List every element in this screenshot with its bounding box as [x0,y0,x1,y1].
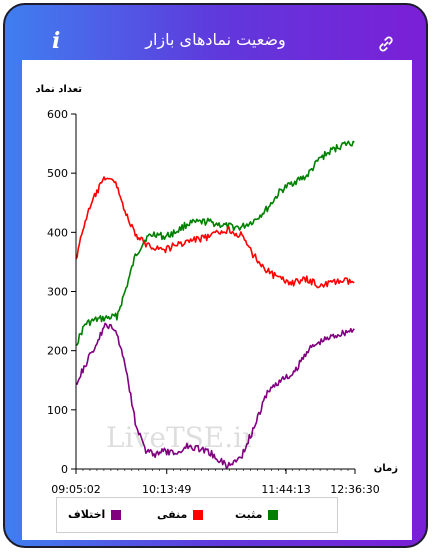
legend-item-difference[interactable]: اختلاف [68,508,122,522]
legend-label-difference: اختلاف [68,508,106,521]
legend-item-positive[interactable]: مثبت [235,508,279,522]
x-tick-label: 12:36:30 [330,483,379,496]
widget-title: وضعیت نمادهای بازار [145,30,286,49]
y-tick-label: 100 [47,404,68,417]
y-tick-label: 300 [47,286,68,299]
y-tick-label: 400 [47,226,68,239]
series-line-negative[interactable] [75,176,355,289]
y-tick-label: 500 [47,167,68,180]
legend-label-negative: منفی [157,508,188,521]
legend-swatch-positive [268,510,279,520]
x-tick-label: 11:44:13 [261,483,310,496]
series-line-positive[interactable] [75,140,355,346]
info-icon[interactable]: i [52,28,61,54]
x-tick-label: 10:13:49 [142,483,191,496]
widget-header: i وضعیت نمادهای بازار [5,5,426,59]
y-tick-label: 600 [47,108,68,121]
chart-legend: مثبت منفی اختلاف [56,497,338,533]
x-axis-label: زمان [374,463,398,474]
legend-label-positive: مثبت [235,508,263,521]
legend-swatch-difference [111,510,122,520]
series-line-difference[interactable] [75,322,355,469]
legend-swatch-negative [193,510,204,520]
y-axis-label: تعداد نماد [35,84,82,95]
y-tick-label: 0 [61,463,68,476]
x-tick-label: 09:05:02 [51,483,100,496]
y-tick-label: 200 [47,345,68,358]
legend-item-negative[interactable]: منفی [157,508,204,522]
link-icon[interactable] [377,35,395,53]
